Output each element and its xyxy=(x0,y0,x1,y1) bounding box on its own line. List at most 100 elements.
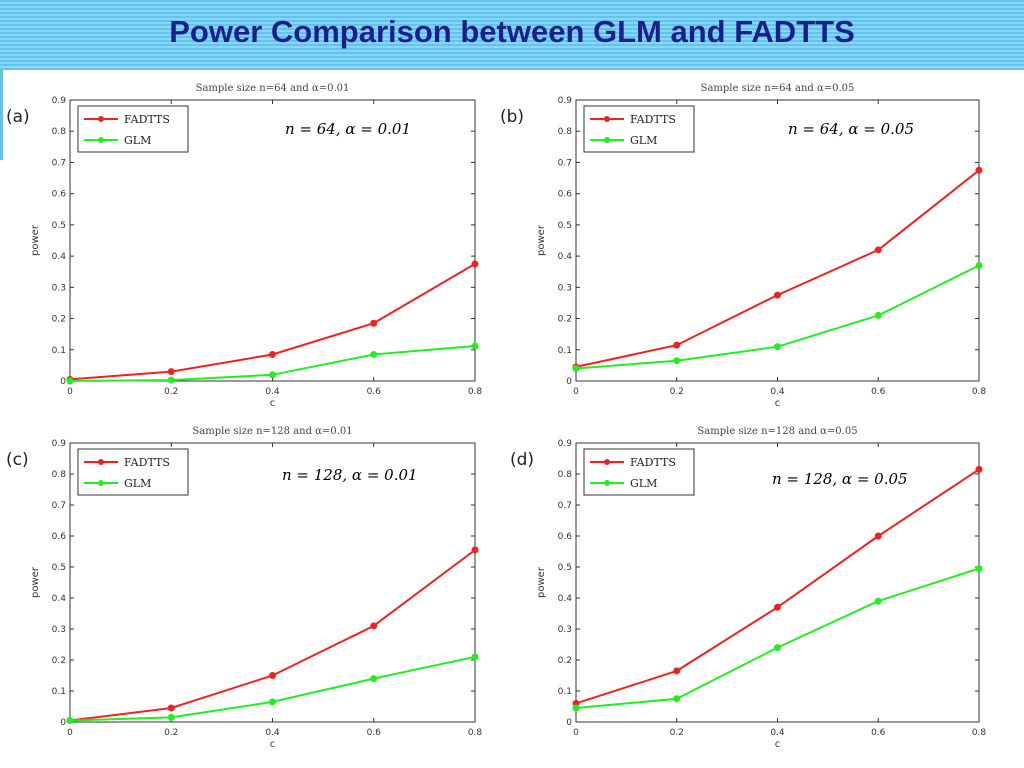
data-point-fadtts xyxy=(673,341,681,349)
chart-panel-4: (d) Sample size n=128 and α=0.05 0 0.1 0.2 0.… xyxy=(510,426,986,750)
data-point-fadtts xyxy=(975,166,983,174)
data-point-glm xyxy=(370,675,378,683)
x-tick-label: 0 xyxy=(67,728,73,738)
x-tick-label: 0.2 xyxy=(164,728,178,738)
y-tick-label: 0.3 xyxy=(558,283,572,293)
legend-label: GLM xyxy=(124,134,151,147)
y-tick-label: 0.6 xyxy=(558,190,573,200)
data-point-glm xyxy=(167,376,175,384)
legend-label: GLM xyxy=(124,477,151,490)
legend-marker-fadtts xyxy=(98,459,104,465)
side-accent xyxy=(0,70,3,160)
x-tick-label: 0.8 xyxy=(972,387,987,397)
y-tick-label: 0 xyxy=(566,718,572,728)
data-point-fadtts xyxy=(167,368,175,376)
data-point-fadtts xyxy=(167,704,175,712)
data-point-glm xyxy=(673,357,681,365)
y-axis-label: power xyxy=(30,566,41,598)
data-point-glm xyxy=(975,565,983,573)
data-point-glm xyxy=(167,713,175,721)
legend-marker-glm xyxy=(98,480,104,486)
legend-label: FADTTS xyxy=(124,113,170,126)
x-tick-label: 0 xyxy=(67,387,73,397)
y-tick-label: 0.8 xyxy=(558,127,573,137)
y-tick-label: 0.9 xyxy=(558,96,573,106)
data-point-glm xyxy=(66,716,74,724)
chart-annotation: n = 64, α = 0.05 xyxy=(788,120,914,138)
chart-annotation: n = 64, α = 0.01 xyxy=(285,120,411,138)
legend-label: FADTTS xyxy=(124,456,170,469)
x-tick-label: 0.6 xyxy=(871,728,886,738)
data-point-glm xyxy=(774,644,781,652)
data-point-glm xyxy=(673,695,681,703)
y-tick-label: 0.5 xyxy=(52,563,66,573)
panel-label: (c) xyxy=(6,450,29,470)
y-tick-label: 0.3 xyxy=(558,625,572,635)
data-point-glm xyxy=(269,698,276,706)
y-tick-label: 0.2 xyxy=(558,656,572,666)
data-point-glm xyxy=(975,261,983,269)
panel-label: (b) xyxy=(500,107,524,127)
y-tick-label: 0.9 xyxy=(558,439,573,449)
data-point-fadtts xyxy=(269,672,276,679)
y-tick-label: 0.7 xyxy=(52,501,66,511)
legend-box xyxy=(77,448,189,496)
y-tick-label: 0.3 xyxy=(52,283,66,293)
x-tick-label: 0.8 xyxy=(972,728,987,738)
x-tick-label: 0.2 xyxy=(670,387,684,397)
y-tick-label: 0.2 xyxy=(52,656,66,666)
legend-marker-fadtts xyxy=(604,116,610,122)
data-point-glm xyxy=(774,343,781,351)
legend-label: GLM xyxy=(630,477,657,490)
legend-marker-fadtts xyxy=(98,116,104,122)
chart-panel-1: (a) Sample size n=64 and α=0.01 0 0.1 0.2 0.3… xyxy=(6,83,482,409)
y-tick-label: 0.2 xyxy=(558,315,572,325)
panel-label: (d) xyxy=(510,450,534,470)
x-tick-label: 0.2 xyxy=(670,728,684,738)
legend-box xyxy=(77,105,189,153)
y-tick-label: 0.2 xyxy=(52,315,66,325)
data-point-glm xyxy=(471,653,479,661)
legend-box xyxy=(583,105,695,153)
data-point-fadtts xyxy=(774,291,781,299)
y-tick-label: 0.9 xyxy=(52,96,67,106)
y-axis-label: power xyxy=(536,566,547,598)
y-axis-label: power xyxy=(30,224,41,256)
legend-label: GLM xyxy=(630,134,657,147)
y-tick-label: 0.1 xyxy=(558,687,572,697)
panel-label: (a) xyxy=(6,107,30,127)
data-point-glm xyxy=(66,377,74,385)
y-tick-label: 0.5 xyxy=(558,563,572,573)
y-tick-label: 0.6 xyxy=(52,532,67,542)
data-point-fadtts xyxy=(471,260,479,268)
y-tick-label: 0.8 xyxy=(558,470,573,480)
chart-title: Sample size n=64 and α=0.05 xyxy=(701,83,855,94)
x-tick-label: 0.6 xyxy=(367,387,382,397)
legend-marker-fadtts xyxy=(604,459,610,465)
chart-title: Sample size n=64 and α=0.01 xyxy=(196,83,350,94)
data-point-fadtts xyxy=(370,319,378,327)
x-tick-label: 0.6 xyxy=(367,728,382,738)
title-banner xyxy=(0,0,1024,70)
data-point-glm xyxy=(471,342,479,350)
legend-box xyxy=(583,448,695,496)
x-axis-label: c xyxy=(270,739,276,750)
x-tick-label: 0.4 xyxy=(265,728,280,738)
data-point-glm xyxy=(269,371,276,379)
chart-panel-3: (c) Sample size n=128 and α=0.01 0 0.1 0.2 0.… xyxy=(6,426,482,750)
x-tick-label: 0.4 xyxy=(265,387,280,397)
chart-title: Sample size n=128 and α=0.05 xyxy=(697,426,857,437)
y-tick-label: 0.5 xyxy=(52,221,66,231)
x-tick-label: 0.8 xyxy=(468,387,483,397)
y-tick-label: 0.5 xyxy=(558,221,572,231)
x-tick-label: 0.4 xyxy=(770,387,785,397)
chart-annotation: n = 128, α = 0.01 xyxy=(282,466,418,484)
y-tick-label: 0.1 xyxy=(52,687,66,697)
data-point-glm xyxy=(572,704,580,712)
x-axis-label: c xyxy=(270,398,276,409)
data-point-fadtts xyxy=(471,546,479,554)
data-point-fadtts xyxy=(269,350,276,358)
y-tick-label: 0.6 xyxy=(558,532,573,542)
y-tick-label: 0.1 xyxy=(52,346,66,356)
y-tick-label: 0 xyxy=(60,377,66,387)
